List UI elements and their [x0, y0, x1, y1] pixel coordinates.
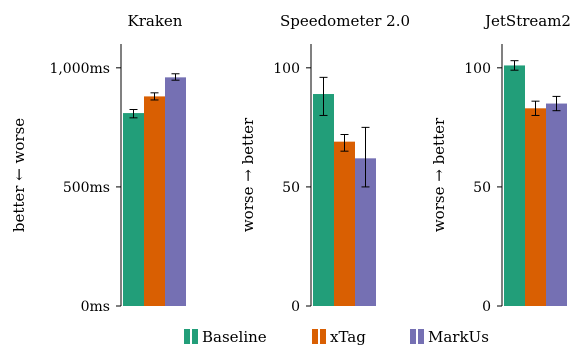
kraken-tick-label: 0ms	[81, 299, 110, 315]
kraken-tick-label: 500ms	[63, 180, 110, 196]
legend-swatch-markus	[418, 329, 424, 344]
legend-label-xtag: xTag	[330, 328, 366, 346]
jetstream2-bar-baseline	[504, 65, 525, 306]
speedometer-2-0-bar-xtag	[334, 141, 355, 306]
legend-swatch-xtag	[320, 329, 326, 344]
kraken-title: Kraken	[128, 12, 183, 30]
speedometer-2-0-bar-markus	[355, 158, 376, 306]
kraken-bar-xtag	[144, 96, 165, 307]
legend-swatch-baseline	[192, 329, 198, 344]
speedometer-2-0-y-axis-label: worse → better	[239, 117, 257, 232]
jetstream2-tick-label: 100	[464, 61, 491, 77]
legend-swatch-markus	[410, 329, 416, 344]
speedometer-2-0-title: Speedometer 2.0	[280, 12, 410, 30]
jetstream2-title: JetStream2	[483, 12, 571, 30]
legend-swatch-baseline	[184, 329, 190, 344]
kraken-y-axis-label: better ← worse	[10, 118, 28, 232]
kraken-bar-markus	[165, 77, 186, 306]
speedometer-2-0-bar-baseline	[313, 94, 334, 306]
jetstream2-tick-label: 0	[482, 299, 491, 315]
jetstream2-y-axis-label: worse → better	[430, 117, 448, 232]
legend-swatch-xtag	[312, 329, 318, 344]
speedometer-2-0-tick-label: 0	[291, 299, 300, 315]
jetstream2-bar-xtag	[525, 108, 546, 307]
jetstream2-tick-label: 50	[473, 180, 491, 196]
legend-label-baseline: Baseline	[202, 328, 267, 346]
jetstream2-bar-markus	[546, 103, 567, 306]
speedometer-2-0-tick-label: 50	[282, 180, 300, 196]
kraken-tick-label: 1,000ms	[49, 61, 110, 77]
legend-label-markus: MarkUs	[428, 328, 489, 346]
speedometer-2-0-tick-label: 100	[273, 61, 300, 77]
kraken-bar-baseline	[123, 113, 144, 306]
